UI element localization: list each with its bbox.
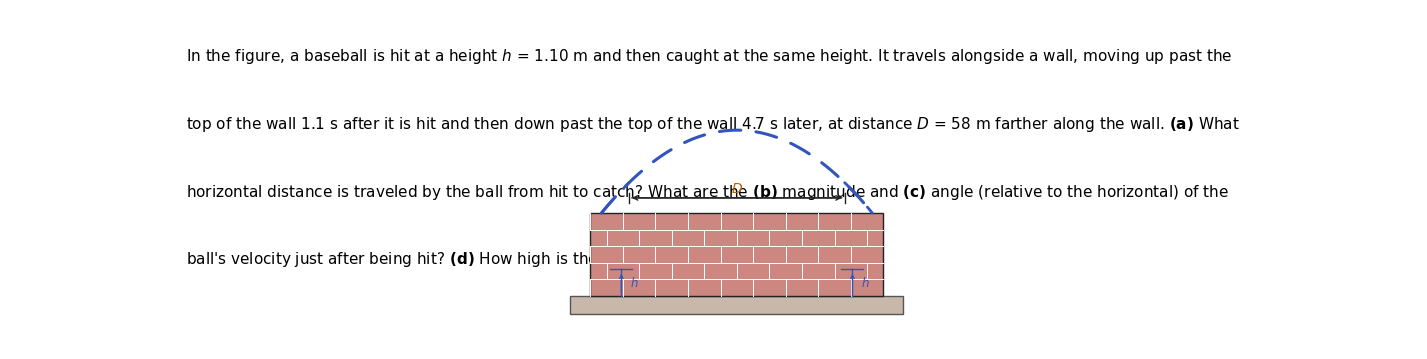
Text: $h$: $h$ <box>862 276 870 290</box>
Text: horizontal distance is traveled by the ball from hit to catch? What are the $\ma: horizontal distance is traveled by the b… <box>186 183 1229 202</box>
Text: $D$: $D$ <box>731 182 743 196</box>
Bar <box>571 296 903 314</box>
Text: top of the wall 1.1 s after it is hit and then down past the top of the wall 4.7: top of the wall 1.1 s after it is hit an… <box>186 115 1240 134</box>
Bar <box>591 213 883 296</box>
Text: In the figure, a baseball is hit at a height $h$ = 1.10 m and then caught at the: In the figure, a baseball is hit at a he… <box>186 47 1233 66</box>
Text: ball's velocity just after being hit? $\mathbf{(d)}$ How high is the wall?: ball's velocity just after being hit? $\… <box>186 251 641 269</box>
Text: $h$: $h$ <box>631 276 639 290</box>
